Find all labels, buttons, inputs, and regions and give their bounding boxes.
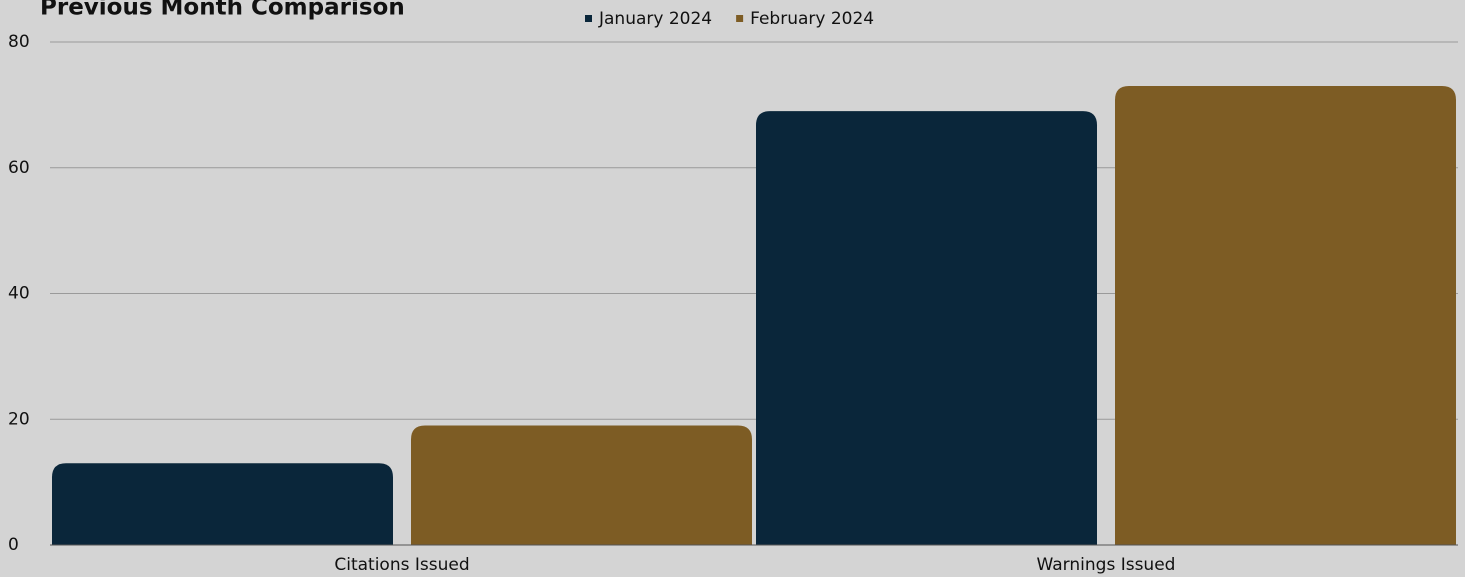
legend-swatch: [585, 15, 592, 22]
y-tick-label: 60: [8, 158, 30, 178]
x-tick-label: Citations Issued: [334, 555, 469, 575]
y-tick-label: 80: [8, 32, 30, 52]
bar: [52, 463, 393, 545]
chart-title: Previous Month Comparison: [40, 0, 405, 21]
bar: [1115, 86, 1456, 545]
legend-label: February 2024: [750, 9, 874, 29]
bar: [756, 111, 1097, 545]
legend-swatch: [736, 15, 744, 22]
x-tick-label: Warnings Issued: [1037, 555, 1176, 575]
y-tick-label: 0: [8, 535, 19, 555]
bar: [411, 425, 752, 545]
legend-label: January 2024: [598, 9, 712, 29]
y-tick-label: 20: [8, 409, 30, 429]
y-tick-label: 40: [8, 284, 30, 304]
